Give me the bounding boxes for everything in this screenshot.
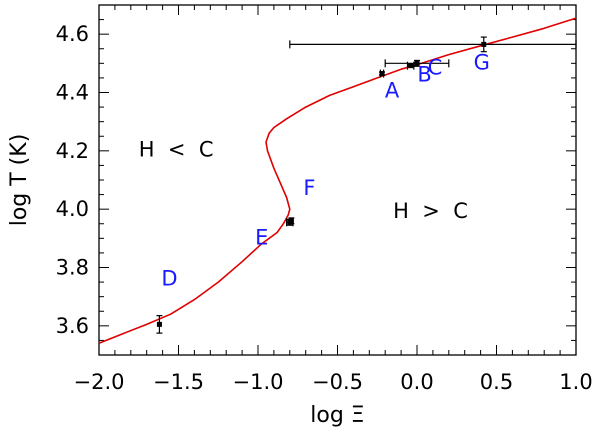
x-axis-title: log Ξ	[310, 403, 364, 428]
axis-ticks: −2.0 −1.5 −1.0 −0.5 0.0 0.5 1.0 3.6 3.8 4.0 4.2 4.4…	[56, 4, 593, 394]
axes-frame	[98, 4, 577, 356]
point-label-d: D	[161, 266, 177, 290]
data-points	[156, 36, 577, 334]
point-label-b: B	[417, 63, 431, 87]
point-marker	[481, 41, 487, 47]
x-tick-label: −2.0	[74, 370, 125, 394]
region-annotation: H > C	[393, 199, 468, 223]
data-point-d	[156, 315, 163, 334]
model-curve	[98, 17, 577, 345]
x-tick-label: −0.5	[312, 370, 363, 394]
y-tick-label: 4.4	[56, 81, 89, 105]
y-tick-label: 4.0	[56, 197, 89, 221]
data-point-a	[379, 69, 386, 78]
point-label-c: C	[428, 55, 443, 79]
point-label-g: G	[474, 50, 490, 74]
x-tick-label: 0.5	[480, 370, 513, 394]
region-annotation: H < C	[139, 138, 214, 162]
y-tick-label: 3.6	[56, 314, 89, 338]
data-point-f	[288, 217, 295, 225]
point-marker	[414, 60, 420, 66]
x-tick-label: −1.5	[153, 370, 204, 394]
point-label-e: E	[255, 225, 268, 249]
point-marker	[379, 71, 385, 77]
point-label-a: A	[385, 79, 400, 103]
plot-frame	[98, 4, 577, 356]
y-tick-label: 4.6	[56, 22, 89, 46]
x-tick-label: −1.0	[233, 370, 284, 394]
point-marker	[156, 321, 162, 327]
y-tick-label: 3.8	[56, 256, 89, 280]
region-annotations: H < C H > C	[139, 138, 468, 223]
x-tick-label: 1.0	[559, 370, 592, 394]
data-point-g	[289, 36, 577, 53]
y-axis-title: log T (K)	[7, 134, 32, 227]
point-labels: ABC D E F G	[161, 50, 490, 290]
point-label-f: F	[303, 176, 315, 200]
x-tick-label: 0.0	[400, 370, 433, 394]
data-point-c	[384, 59, 450, 68]
point-marker	[288, 218, 294, 224]
model-curve-line	[98, 17, 577, 345]
y-tick-label: 4.2	[56, 139, 89, 163]
point-marker	[408, 63, 414, 69]
